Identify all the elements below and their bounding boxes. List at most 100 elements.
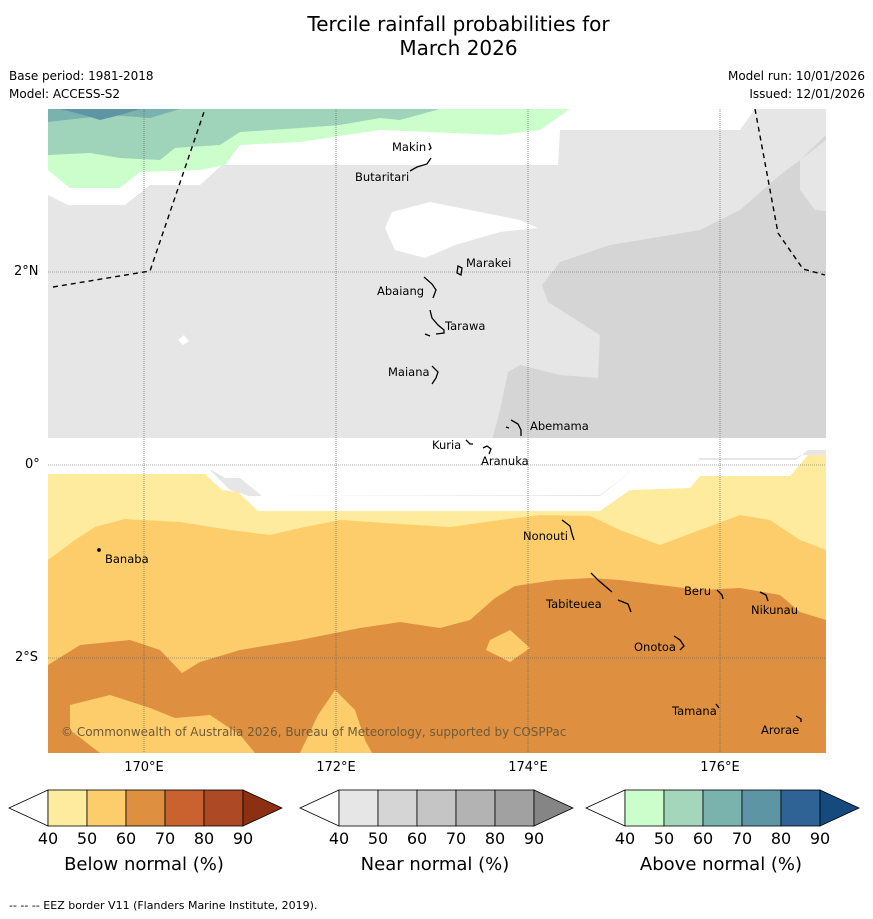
no-dominant-hole	[385, 202, 538, 258]
colorbar-below-tick-label: 40	[38, 829, 58, 848]
colorbar-below-tick-label: 70	[155, 829, 175, 848]
islands	[97, 142, 802, 722]
near-normal-50-region	[471, 135, 826, 495]
colorbar-near-tick-label: 90	[524, 829, 544, 848]
model-run: Model run: 10/01/2026	[727, 69, 865, 83]
colorbar-above: 40 50 60 70 80 90	[585, 789, 860, 848]
colorbar-above-segment	[780, 789, 821, 827]
place-label-nonouti: Nonouti	[523, 529, 568, 543]
island-butaritari	[409, 157, 432, 172]
island-tarawa	[424, 309, 445, 337]
island-abaiang	[423, 276, 437, 299]
lon-label-170e: 170°E	[124, 760, 164, 775]
island-kuria	[465, 439, 473, 445]
place-label-banaba: Banaba	[105, 552, 149, 566]
lat-label-0: 0°	[25, 457, 40, 472]
copyright-notice: © Commonwealth of Australia 2026, Bureau…	[61, 725, 566, 739]
colorbar-above-tick-label: 50	[654, 829, 674, 848]
colorbar-near-tick-label: 50	[368, 829, 388, 848]
colorbar-below-tick-label: 80	[194, 829, 214, 848]
island-nonouti	[561, 519, 575, 541]
place-label-kuria: Kuria	[432, 438, 461, 452]
island-tamana	[715, 703, 720, 709]
colorbar-above-segment	[663, 789, 704, 827]
place-label-marakei: Marakei	[466, 256, 511, 270]
below-normal-50-pocket	[486, 630, 530, 662]
graticule	[48, 109, 826, 753]
island-tabiteuea	[590, 572, 632, 613]
model-name: Model: ACCESS-S2	[9, 87, 121, 101]
island-abemama	[505, 419, 522, 436]
colorbar-above-tick-label: 60	[693, 829, 713, 848]
map-fields	[48, 109, 826, 753]
colorbar-below-segment	[164, 789, 205, 827]
island-nikunau	[759, 591, 769, 602]
colorbar-near-tick-label: 80	[485, 829, 505, 848]
run-info: Model run: 10/01/2026 Issued: 12/01/2026	[728, 67, 865, 103]
colorbar-below-segment	[47, 789, 88, 827]
colorbar-above-tick-label: 70	[732, 829, 752, 848]
island-makin	[428, 142, 432, 151]
colorbar-above-over-arrow	[819, 789, 860, 827]
colorbar-near-over-arrow	[533, 789, 574, 827]
colorbar-near-segment	[494, 789, 535, 827]
colorbar-below-over-arrow	[242, 789, 283, 827]
place-label-abaiang: Abaiang	[377, 284, 424, 298]
island-beru	[716, 589, 724, 600]
colorbar-near-segment	[377, 789, 418, 827]
place-label-butaritari: Butaritari	[355, 170, 409, 184]
base-period: Base period: 1981-2018	[9, 69, 154, 83]
place-label-tamana: Tamana	[671, 704, 717, 718]
no-dominant-speck	[178, 335, 189, 345]
place-label-onotoa: Onotoa	[634, 640, 676, 654]
colorbar-near-title: Near normal (%)	[360, 854, 510, 875]
page-title: Tercile rainfall probabilities for March…	[0, 12, 873, 60]
colorbar-above-tick-label: 80	[771, 829, 791, 848]
colorbar-above-under-arrow	[585, 789, 626, 827]
colorbar-below-segments: 40 50 60 70 80 90	[38, 789, 283, 848]
island-arorae	[795, 715, 802, 722]
colorbar-near-segments: 40 50 60 70 80 90	[329, 789, 574, 848]
above-normal-70-region	[60, 109, 140, 120]
colorbar-above-title: Above normal (%)	[639, 854, 803, 875]
equator-white-band	[48, 438, 826, 496]
place-label-maiana: Maiana	[388, 365, 430, 379]
lon-label-174e: 174°E	[508, 760, 548, 775]
place-label-nikunau: Nikunau	[751, 603, 798, 617]
above-normal-50-region	[48, 109, 440, 160]
title-line-2: March 2026	[399, 36, 518, 60]
issued-date: Issued: 12/01/2026	[749, 87, 865, 101]
island-banaba	[97, 548, 101, 552]
island-aranuka	[482, 445, 492, 455]
colorbar-below-under-arrow	[8, 789, 49, 827]
colorbar-above-segment	[624, 789, 665, 827]
lon-label-172e: 172°E	[316, 760, 356, 775]
colorbar-near-tick-label: 60	[407, 829, 427, 848]
island-marakei	[456, 265, 463, 276]
model-info: Base period: 1981-2018 Model: ACCESS-S2	[9, 67, 154, 103]
place-label-beru: Beru	[684, 584, 711, 598]
colorbar-below-segment	[125, 789, 166, 827]
place-label-arorae: Arorae	[761, 723, 799, 737]
below-normal-60-region	[48, 578, 826, 753]
colorbar-below-segment	[203, 789, 244, 827]
title-line-1: Tercile rainfall probabilities for	[307, 12, 610, 36]
colorbar-below: 40 50 60 70 80 90	[8, 789, 283, 848]
place-label-makin: Makin	[392, 140, 426, 154]
colorbar-near-under-arrow	[299, 789, 340, 827]
colorbar-above-tick-label: 90	[810, 829, 830, 848]
place-label-tabiteuea: Tabiteuea	[545, 597, 602, 611]
colorbar-below-title: Below normal (%)	[64, 854, 224, 875]
colorbar-below-segment	[86, 789, 127, 827]
island-maiana	[431, 365, 439, 385]
colorbar-above-segment	[702, 789, 743, 827]
place-label-aranuka: Aranuka	[481, 454, 529, 468]
colorbar-near: 40 50 60 70 80 90	[299, 789, 574, 848]
colorbar-above-segment	[741, 789, 782, 827]
lat-label-2s: 2°S	[15, 650, 39, 665]
place-labels: Makin Butaritari Marakei Abaiang Tarawa …	[105, 140, 799, 737]
colorbar-above-segments: 40 50 60 70 80 90	[615, 789, 860, 848]
lon-label-176e: 176°E	[700, 760, 740, 775]
colorbar-near-tick-label: 40	[329, 829, 349, 848]
